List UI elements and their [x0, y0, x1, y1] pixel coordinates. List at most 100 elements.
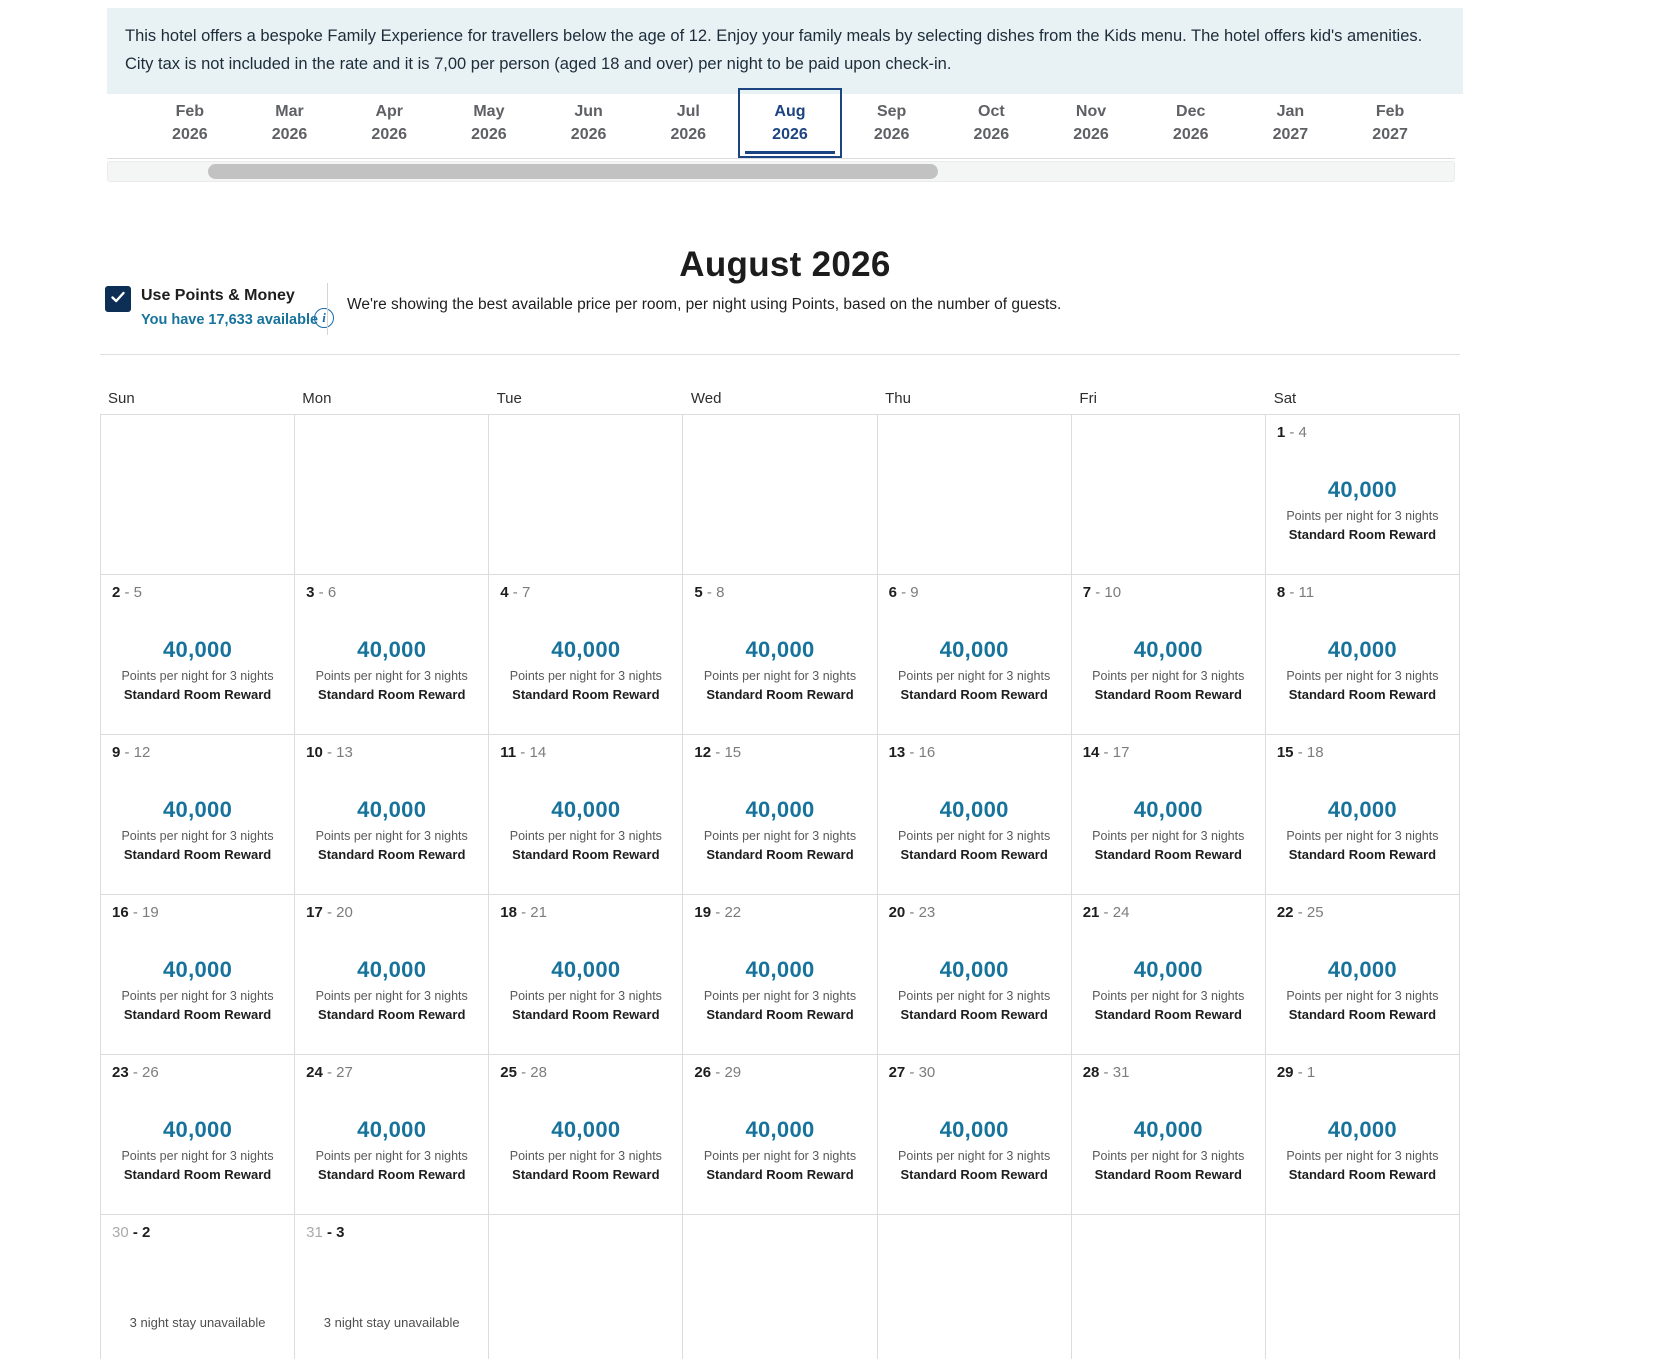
- points-caption: Points per night for 3 nights: [315, 669, 468, 683]
- check-out-day: - 18: [1293, 744, 1324, 761]
- points-description: We're showing the best available price p…: [347, 296, 1062, 313]
- calendar-cell-28[interactable]: 28 - 31 40,000 Points per night for 3 nigh…: [1071, 1055, 1266, 1215]
- check-in-day: 5: [694, 584, 703, 601]
- calendar-cell-12[interactable]: 12 - 15 40,000 Points per night for 3 nigh…: [683, 735, 878, 895]
- calendar-cell-3[interactable]: 3 - 6 40,000 Points per night for 3 nights…: [295, 575, 490, 735]
- stay-date-range: 26 - 29: [694, 1064, 741, 1081]
- calendar-cell-empty: [489, 415, 684, 575]
- calendar-cell-empty: [1071, 1215, 1266, 1359]
- points-caption: Points per night for 3 nights: [509, 989, 662, 1003]
- calendar-cell-6[interactable]: 6 - 9 40,000 Points per night for 3 nights…: [877, 575, 1072, 735]
- calendar-cell-empty: [489, 1215, 684, 1359]
- calendar-cell-13[interactable]: 13 - 16 40,000 Points per night for 3 nigh…: [877, 735, 1072, 895]
- room-reward-label: Standard Room Reward: [1288, 847, 1437, 862]
- info-icon[interactable]: i: [314, 308, 334, 328]
- month-tab-aug-2026[interactable]: Aug 2026: [738, 88, 842, 158]
- points-value: 40,000: [551, 957, 621, 982]
- points-value: 40,000: [163, 957, 233, 982]
- month-tab-year: 2026: [471, 125, 507, 143]
- stay-date-range: 2 - 5: [112, 584, 142, 601]
- calendar-cell-15[interactable]: 15 - 18 40,000 Points per night for 3 nigh…: [1265, 735, 1460, 895]
- calendar-cell-18[interactable]: 18 - 21 40,000 Points per night for 3 nigh…: [489, 895, 684, 1055]
- calendar-cell-26[interactable]: 26 - 29 40,000 Points per night for 3 nigh…: [683, 1055, 878, 1215]
- check-in-day: 26: [694, 1064, 712, 1081]
- room-reward-label: Standard Room Reward: [900, 1007, 1048, 1022]
- page-title: August 2026: [679, 245, 891, 284]
- calendar-grid: 1 - 4 40,000 Points per night for 3 nights…: [100, 414, 1460, 1359]
- month-tab-apr-2026[interactable]: Apr 2026: [339, 88, 439, 158]
- month-tab-nov-2026[interactable]: Nov 2026: [1041, 88, 1141, 158]
- check-out-day: - 9: [896, 584, 919, 601]
- check-in-day: 23: [112, 1064, 129, 1081]
- months-scrollbar-thumb[interactable]: [208, 164, 938, 179]
- points-toggle-bar: Use Points & Money You have 17,633 avail…: [105, 283, 1461, 339]
- check-out-day: - 20: [322, 904, 353, 921]
- calendar-cell-4[interactable]: 4 - 7 40,000 Points per night for 3 nights…: [489, 575, 684, 735]
- points-value: 40,000: [1327, 637, 1397, 662]
- calendar-cell-19[interactable]: 19 - 22 40,000 Points per night for 3 nigh…: [683, 895, 878, 1055]
- calendar-cell-29[interactable]: 29 - 1 40,000 Points per night for 3 night…: [1265, 1055, 1460, 1215]
- calendar-cell-22[interactable]: 22 - 25 40,000 Points per night for 3 nigh…: [1265, 895, 1460, 1055]
- check-in-day: 8: [1276, 584, 1286, 601]
- room-reward-label: Standard Room Reward: [512, 687, 660, 702]
- stay-date-range: 25 - 28: [500, 1064, 547, 1081]
- calendar-cell-25[interactable]: 25 - 28 40,000 Points per night for 3 nigh…: [489, 1055, 684, 1215]
- month-tab-dec-2026[interactable]: Dec 2026: [1141, 88, 1241, 158]
- check-out-day: - 17: [1099, 744, 1130, 761]
- check-out-day: - 7: [508, 584, 531, 601]
- calendar-cell-21[interactable]: 21 - 24 40,000 Points per night for 3 nigh…: [1071, 895, 1266, 1055]
- check-in-day: 30: [112, 1224, 129, 1241]
- check-out-day: - 11: [1285, 584, 1315, 601]
- use-points-checkbox[interactable]: [105, 286, 131, 312]
- use-points-label: Use Points & Money: [141, 287, 295, 304]
- calendar-cell-2[interactable]: 2 - 5 40,000 Points per night for 3 nights…: [101, 575, 296, 735]
- calendar-cell-17[interactable]: 17 - 20 40,000 Points per night for 3 nigh…: [295, 895, 490, 1055]
- calendar-cell-31[interactable]: 31 - 3 3 night stay unavailable: [295, 1215, 490, 1359]
- check-out-day: - 1: [1293, 1064, 1316, 1081]
- month-tab-jul-2026[interactable]: Jul 2026: [638, 88, 738, 158]
- points-caption: Points per night for 3 nights: [1092, 989, 1245, 1003]
- day-header-mon: Mon: [302, 390, 332, 407]
- calendar-cell-24[interactable]: 24 - 27 40,000 Points per night for 3 nigh…: [295, 1055, 490, 1215]
- calendar-cell-30[interactable]: 30 - 2 3 night stay unavailable: [101, 1215, 296, 1359]
- month-tab-sep-2026[interactable]: Sep 2026: [842, 88, 942, 158]
- room-reward-label: Standard Room Reward: [900, 1167, 1048, 1182]
- calendar-cell-empty: [101, 415, 296, 575]
- calendar-cell-23[interactable]: 23 - 26 40,000 Points per night for 3 nigh…: [101, 1055, 296, 1215]
- points-value: 40,000: [745, 637, 815, 662]
- stay-date-range: 4 - 7: [500, 584, 530, 601]
- month-tab-feb-2027[interactable]: Feb 2027: [1340, 88, 1440, 158]
- stay-date-range: 28 - 31: [1083, 1064, 1130, 1081]
- calendar-cell-27[interactable]: 27 - 30 40,000 Points per night for 3 nigh…: [877, 1055, 1072, 1215]
- check-in-day: 18: [500, 904, 517, 921]
- check-in-day: 21: [1082, 904, 1100, 921]
- points-value: 40,000: [163, 1117, 233, 1142]
- check-in-day: 1: [1276, 424, 1286, 441]
- month-tab-feb-2026[interactable]: Feb 2026: [140, 88, 240, 158]
- calendar-cell-1[interactable]: 1 - 4 40,000 Points per night for 3 nights…: [1265, 415, 1460, 575]
- calendar-cell-8[interactable]: 8 - 11 40,000 Points per night for 3 night…: [1265, 575, 1460, 735]
- month-tab-jun-2026[interactable]: Jun 2026: [539, 88, 639, 158]
- points-caption: Points per night for 3 nights: [898, 669, 1051, 683]
- calendar-cell-20[interactable]: 20 - 23 40,000 Points per night for 3 nigh…: [877, 895, 1072, 1055]
- month-tab-year: 2026: [570, 125, 607, 143]
- room-reward-label: Standard Room Reward: [1094, 1167, 1242, 1182]
- calendar-cell-9[interactable]: 9 - 12 40,000 Points per night for 3 night…: [101, 735, 296, 895]
- calendar-cell-7[interactable]: 7 - 10 40,000 Points per night for 3 night…: [1071, 575, 1266, 735]
- calendar-cell-10[interactable]: 10 - 13 40,000 Points per night for 3 nigh…: [295, 735, 490, 895]
- month-tab-oct-2026[interactable]: Oct 2026: [942, 88, 1042, 158]
- check-in-day: 25: [500, 1064, 517, 1081]
- month-tab-may-2026[interactable]: May 2026: [439, 88, 539, 158]
- month-tab-mar-2026[interactable]: Mar 2026: [240, 88, 340, 158]
- month-tab-jan-2027[interactable]: Jan 2027: [1241, 88, 1341, 158]
- calendar-cell-5[interactable]: 5 - 8 40,000 Points per night for 3 nights…: [683, 575, 878, 735]
- room-reward-label: Standard Room Reward: [900, 847, 1048, 862]
- months-scrollbar-track[interactable]: [107, 161, 1455, 182]
- points-caption: Points per night for 3 nights: [509, 669, 662, 683]
- points-caption: Points per night for 3 nights: [509, 1149, 662, 1163]
- calendar-cell-14[interactable]: 14 - 17 40,000 Points per night for 3 nigh…: [1071, 735, 1266, 895]
- stay-date-range: 14 - 17: [1083, 744, 1130, 761]
- calendar-cell-11[interactable]: 11 - 14 40,000 Points per night for 3 nigh…: [489, 735, 684, 895]
- points-value: 40,000: [939, 637, 1009, 662]
- calendar-cell-16[interactable]: 16 - 19 40,000 Points per night for 3 nigh…: [101, 895, 296, 1055]
